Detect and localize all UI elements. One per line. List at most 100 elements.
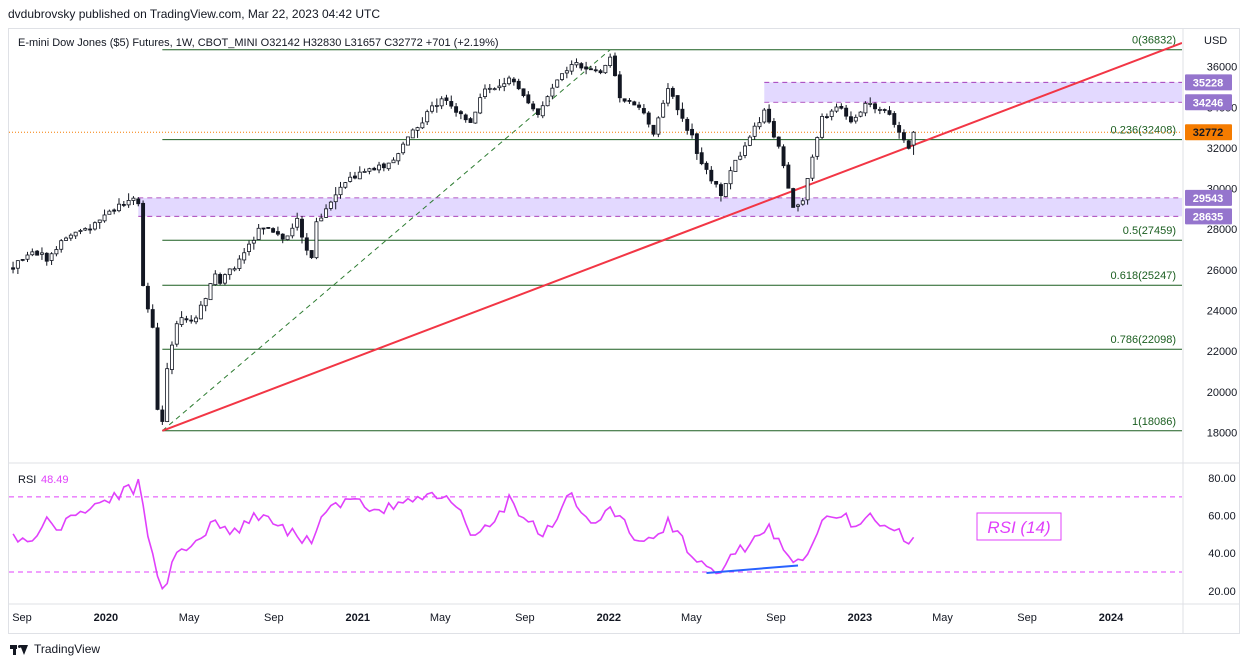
- candle-body: [213, 273, 218, 286]
- candle-body: [425, 111, 430, 123]
- candle-body: [873, 103, 878, 110]
- time-tick-label: 2024: [1099, 612, 1124, 624]
- time-tick-label: May: [430, 612, 451, 624]
- candle-body: [800, 200, 805, 205]
- candle-body: [593, 69, 598, 72]
- candle-body: [295, 217, 300, 228]
- candle-body: [59, 240, 64, 250]
- candle-body: [256, 227, 261, 240]
- tradingview-logo-icon[interactable]: [10, 643, 28, 655]
- candle-body: [584, 66, 589, 70]
- candle-body: [54, 249, 59, 255]
- rsi-annotation-label: RSI (14): [987, 518, 1050, 537]
- candle-body: [492, 88, 497, 91]
- candle-body: [208, 283, 213, 301]
- time-tick-label: Sep: [766, 612, 786, 624]
- candle-body: [430, 105, 434, 112]
- candle-body: [516, 80, 521, 90]
- candle-body: [64, 237, 68, 241]
- price-tag-label: 29543: [1193, 193, 1224, 205]
- candle-body: [661, 102, 666, 118]
- candle-body: [92, 222, 97, 230]
- candle-body: [829, 110, 834, 117]
- candle-body: [242, 252, 247, 261]
- candle-body: [232, 268, 237, 271]
- candle-body: [627, 100, 632, 102]
- candle-body: [117, 203, 121, 212]
- candle-body: [897, 125, 902, 133]
- candle-body: [579, 63, 584, 69]
- price-tag-label: 28635: [1193, 211, 1224, 223]
- candle-body: [839, 106, 844, 109]
- time-tick-label: 2021: [345, 612, 369, 624]
- candle-body: [786, 164, 791, 189]
- candle-body: [362, 171, 367, 173]
- tradingview-brand[interactable]: TradingView: [34, 642, 101, 656]
- candle-body: [545, 96, 550, 107]
- candle-body: [377, 164, 382, 171]
- rsi-divergence-line: [706, 564, 799, 574]
- candle-body: [598, 70, 603, 74]
- candle-body: [670, 87, 675, 97]
- candle-body: [300, 218, 304, 238]
- time-tick-label: 2022: [597, 612, 621, 624]
- candle-body: [507, 77, 512, 85]
- main-pane: 0(36832) 0.236(32408) 0.5(27459) 0.618(2524…: [9, 35, 1182, 432]
- zone-price-tag: [1185, 189, 1232, 206]
- candle-body: [868, 102, 873, 105]
- chart-frame[interactable]: [8, 28, 1240, 634]
- candle-body: [815, 137, 820, 157]
- candle-body: [468, 118, 473, 123]
- candle-body: [280, 233, 285, 240]
- last-price-tag: [1185, 124, 1232, 141]
- candle-body: [247, 243, 251, 252]
- candle-body: [145, 285, 150, 310]
- candle-body: [906, 140, 911, 149]
- candle-body: [531, 103, 536, 110]
- candle-body: [771, 121, 776, 138]
- candle-body: [165, 368, 170, 423]
- candle-body: [757, 122, 762, 128]
- zone-1: [138, 197, 1182, 217]
- time-tick-label: Sep: [515, 612, 535, 624]
- candle-body: [261, 227, 266, 230]
- candle-body: [227, 268, 232, 276]
- candle-body: [781, 146, 786, 167]
- candle-body: [20, 259, 25, 261]
- candle-body: [44, 252, 49, 262]
- candle-body: [526, 94, 531, 104]
- candle-body: [415, 127, 420, 131]
- rsi-line: [12, 478, 915, 591]
- candle-body: [613, 55, 617, 77]
- candle-body: [401, 143, 406, 154]
- rsi-tick-label: 80.00: [1208, 473, 1236, 485]
- candle-body: [483, 88, 487, 98]
- candle-body: [762, 109, 767, 123]
- candle-body: [78, 230, 83, 232]
- price-tag-label: 35228: [1193, 77, 1224, 89]
- candle-body: [198, 304, 203, 320]
- candle-body: [767, 108, 772, 123]
- candle-body: [603, 64, 608, 74]
- candle-body: [511, 78, 516, 83]
- candle-body: [179, 317, 184, 325]
- candle-body: [863, 102, 868, 114]
- candle-body: [709, 169, 714, 182]
- candle-body: [141, 202, 146, 286]
- candle-body: [791, 188, 796, 208]
- candle-body: [680, 108, 685, 119]
- candle-body: [160, 409, 165, 422]
- candle-body: [174, 323, 179, 345]
- candle-body: [454, 106, 459, 113]
- price-tick-label: 36000: [1207, 62, 1238, 74]
- candle-body: [275, 231, 280, 235]
- candle-body: [848, 116, 853, 123]
- candle-body: [535, 108, 540, 115]
- candle-body: [675, 95, 680, 111]
- candle-body: [324, 208, 329, 218]
- candle-body: [622, 98, 627, 102]
- candle-body: [343, 182, 348, 188]
- candle-body: [564, 70, 569, 74]
- candle-body: [25, 254, 30, 260]
